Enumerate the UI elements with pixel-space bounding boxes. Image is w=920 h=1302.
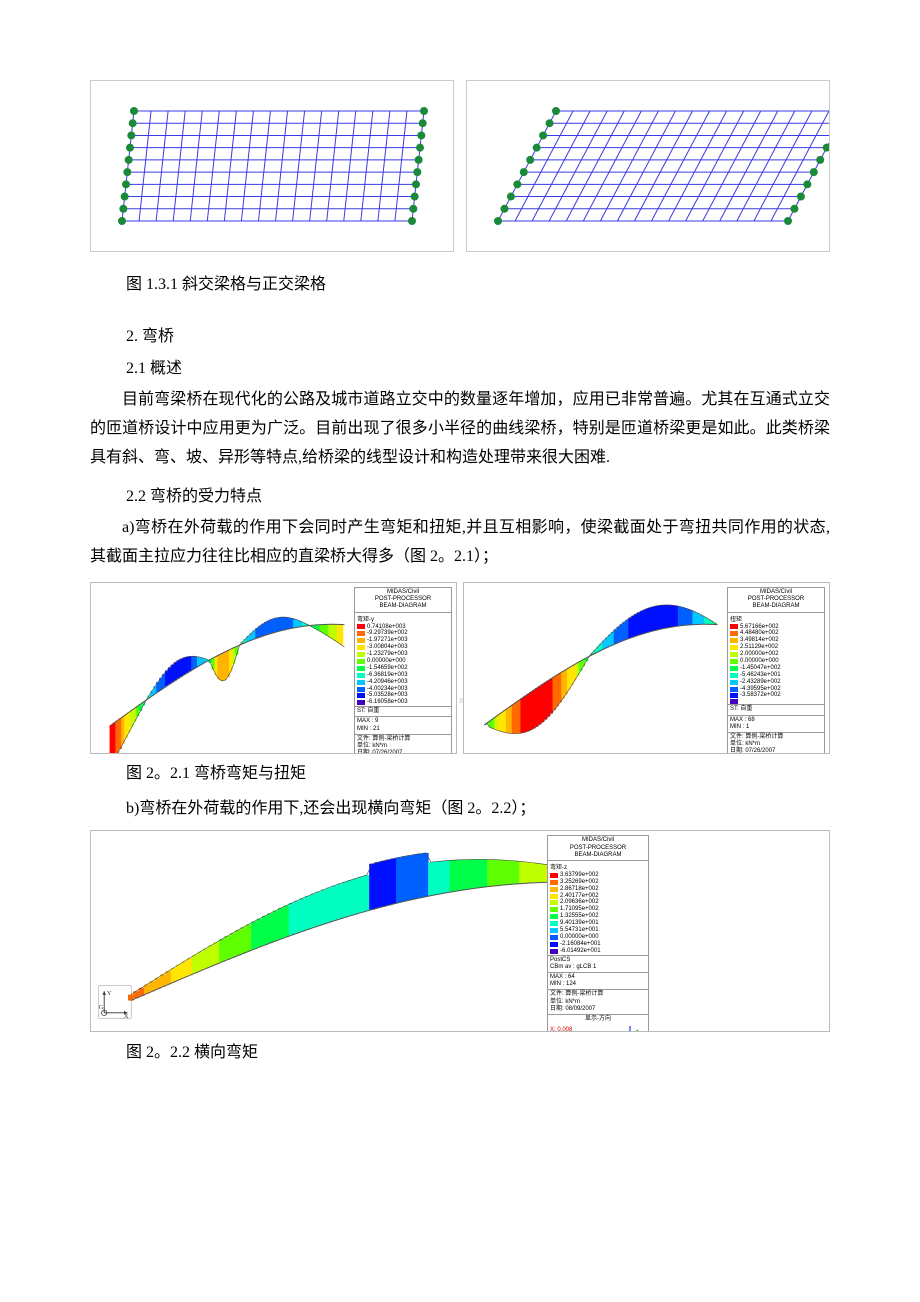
svg-text:Y: Y bbox=[107, 990, 112, 997]
svg-text:G: G bbox=[99, 1005, 104, 1012]
axis-triad-icon: X Y G bbox=[97, 984, 133, 1025]
heading-2-1: 2.1 概述 bbox=[126, 354, 830, 378]
figure-2-2-1: MIDAS/CivilPOST-PROCESSORBEAM-DIAGRAM弯矩-… bbox=[90, 582, 830, 754]
caption-1-3-1: 图 1.3.1 斜交梁格与正交梁格 bbox=[126, 270, 830, 294]
figure-1-3-1 bbox=[90, 80, 830, 252]
caption-2-2-1: 图 2。2.1 弯桥弯矩与扭矩 bbox=[126, 760, 830, 787]
legend-lateral: MIDAS/CivilPOST-PROCESSORBEAM-DIAGRAM弯矩-… bbox=[547, 835, 649, 1032]
heading-2: 2. 弯桥 bbox=[126, 322, 830, 346]
legend-moment: MIDAS/CivilPOST-PROCESSORBEAM-DIAGRAM弯矩-… bbox=[354, 587, 452, 754]
legend-torsion: MIDAS/CivilPOST-PROCESSORBEAM-DIAGRAM扭矩5… bbox=[727, 587, 825, 754]
skew-grid-right bbox=[466, 80, 830, 252]
para-2-2-b: b)弯桥在外荷载的作用下,还会出现横向弯矩（图 2。2.2）； bbox=[126, 795, 830, 822]
beam-diagram-torsion: MIDAS/CivilPOST-PROCESSORBEAM-DIAGRAM扭矩5… bbox=[463, 582, 830, 754]
caption-2-2-2: 图 2。2.2 横向弯矩 bbox=[126, 1038, 830, 1062]
heading-2-2: 2.2 弯桥的受力特点 bbox=[126, 482, 830, 506]
para-2-2-a: a)弯桥在外荷载的作用下会同时产生弯矩和扭矩,并且互相影响，使梁截面处于弯扭共同… bbox=[90, 514, 830, 572]
svg-text:X: X bbox=[124, 1014, 129, 1021]
skew-grid-left bbox=[90, 80, 454, 252]
figure-2-2-2: MIDAS/CivilPOST-PROCESSORBEAM-DIAGRAM弯矩-… bbox=[90, 830, 830, 1032]
para-2-1: 目前弯梁桥在现代化的公路及城市道路立交中的数量逐年增加，应用已非常普遍。尤其在互… bbox=[90, 386, 830, 472]
beam-diagram-moment: MIDAS/CivilPOST-PROCESSORBEAM-DIAGRAM弯矩-… bbox=[90, 582, 457, 754]
